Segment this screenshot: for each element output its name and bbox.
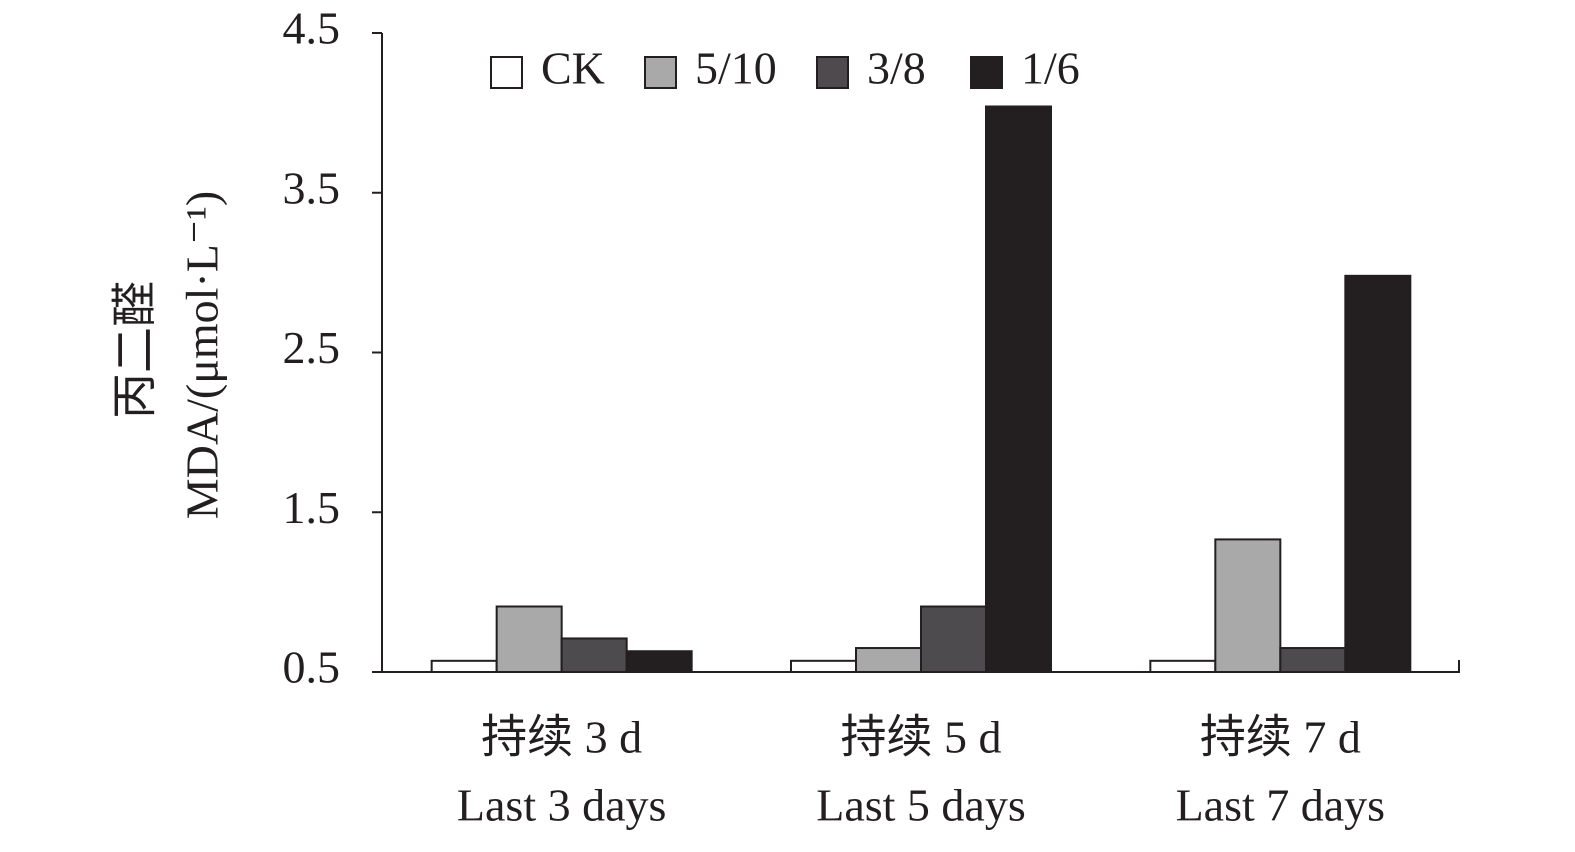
bar <box>1279 647 1347 673</box>
bar <box>495 605 563 673</box>
x-tick-label: 持续 5 d <box>841 712 1002 763</box>
legend-swatch <box>490 56 523 89</box>
legend-swatch <box>644 56 677 89</box>
x-tick-label: 持续 7 d <box>1200 712 1361 763</box>
legend-label: CK <box>541 43 605 94</box>
y-tick-label: 0.5 <box>283 642 341 693</box>
legend-label: 3/8 <box>867 43 926 94</box>
y-tick-label: 3.5 <box>283 162 341 213</box>
y-tick-label: 1.5 <box>283 482 341 533</box>
x-tick-label-en: Last 7 days <box>1176 780 1386 831</box>
y-tick-label: 4.5 <box>283 3 341 54</box>
bar <box>855 647 922 673</box>
y-tick-label: 2.5 <box>283 322 341 373</box>
y-axis-label-en: MDA/(μmol·L⁻¹) <box>177 191 228 519</box>
x-tick-label-en: Last 5 days <box>816 780 1026 831</box>
bar <box>430 659 498 674</box>
bar <box>1214 538 1282 673</box>
legend-swatch <box>816 56 849 89</box>
bar <box>1344 274 1412 673</box>
legend-label: 1/6 <box>1021 43 1080 94</box>
x-tick-label: 持续 3 d <box>481 712 642 763</box>
y-axis-label: 丙二醛 <box>110 281 161 419</box>
legend-swatch <box>970 56 1003 89</box>
bar <box>625 650 693 673</box>
bar <box>1149 659 1217 674</box>
bar <box>560 637 628 674</box>
bar <box>790 659 857 674</box>
legend-label: 5/10 <box>695 43 777 94</box>
bar <box>985 105 1052 674</box>
x-tick-label-en: Last 3 days <box>457 780 667 831</box>
bar <box>920 605 987 673</box>
